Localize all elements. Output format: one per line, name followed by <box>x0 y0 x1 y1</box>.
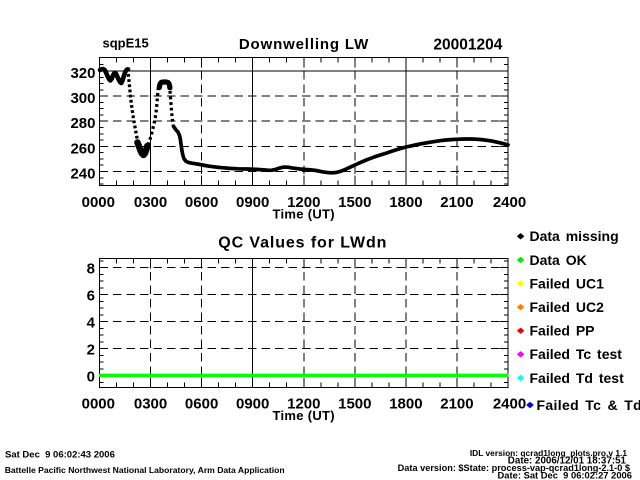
svg-text:Time (UT): Time (UT) <box>272 207 334 222</box>
svg-text:2100: 2100 <box>440 396 473 413</box>
svg-text:0600: 0600 <box>185 396 218 413</box>
svg-text:Sat Dec 9 06:02:43 2006: Sat Dec 9 06:02:43 2006 <box>5 450 115 461</box>
svg-text:2100: 2100 <box>440 194 473 211</box>
svg-text:Failed Td test: Failed Td test <box>530 370 625 386</box>
svg-text:1800: 1800 <box>389 194 422 211</box>
svg-text:2400: 2400 <box>493 194 526 211</box>
svg-text:Failed UC2: Failed UC2 <box>530 299 605 315</box>
svg-text:4: 4 <box>87 315 96 332</box>
svg-text:Failed Tc & Td: Failed Tc & Td <box>537 397 640 413</box>
svg-text:1200: 1200 <box>287 194 320 211</box>
svg-text:0: 0 <box>87 369 95 386</box>
svg-text:1200: 1200 <box>287 396 320 413</box>
svg-text:Date: Sat Dec 9 06:02:27 2006: Date: Sat Dec 9 06:02:27 2006 <box>498 470 632 480</box>
svg-text:Battelle Pacific Northwest Nat: Battelle Pacific Northwest National Labo… <box>5 465 285 475</box>
svg-text:8: 8 <box>87 261 95 278</box>
svg-text:1800: 1800 <box>389 396 422 413</box>
svg-text:300: 300 <box>70 90 95 107</box>
svg-text:260: 260 <box>70 140 95 157</box>
svg-text:0900: 0900 <box>236 396 269 413</box>
svg-text:0300: 0300 <box>134 194 167 211</box>
svg-text:Time (UT): Time (UT) <box>272 408 334 423</box>
svg-text:6: 6 <box>87 288 95 305</box>
svg-text:Date: 2006/12/01 18:37:51: Date: 2006/12/01 18:37:51 <box>508 456 627 467</box>
svg-text:0000: 0000 <box>82 194 115 211</box>
svg-text:QC Values for LWdn: QC Values for LWdn <box>218 235 387 252</box>
svg-text:2400: 2400 <box>493 396 526 413</box>
svg-text:0300: 0300 <box>134 396 167 413</box>
svg-text:20001204: 20001204 <box>433 37 502 54</box>
svg-text:0000: 0000 <box>82 396 115 413</box>
svg-text:1500: 1500 <box>338 396 371 413</box>
svg-text:IDL version: qcrad1long_plots.: IDL version: qcrad1long_plots.pro,v 1.1 <box>470 448 627 458</box>
svg-text:280: 280 <box>70 115 95 132</box>
svg-text:sqpE15: sqpE15 <box>103 36 149 51</box>
svg-text:Data missing: Data missing <box>530 228 619 244</box>
svg-text:Data OK: Data OK <box>530 252 587 268</box>
svg-text:Downwelling LW: Downwelling LW <box>239 36 369 53</box>
svg-text:0600: 0600 <box>185 194 218 211</box>
svg-text:Data version: $State: process-: Data version: $State: process-vap-qcrad1… <box>398 463 630 473</box>
svg-text:Failed Tc test: Failed Tc test <box>530 346 623 362</box>
svg-text:240: 240 <box>70 166 95 183</box>
svg-text:Failed UC1: Failed UC1 <box>530 275 605 291</box>
svg-text:320: 320 <box>70 65 95 82</box>
svg-text:1500: 1500 <box>338 194 371 211</box>
svg-text:2: 2 <box>87 342 95 359</box>
svg-text:0900: 0900 <box>236 194 269 211</box>
svg-text:Failed PP: Failed PP <box>530 323 595 339</box>
